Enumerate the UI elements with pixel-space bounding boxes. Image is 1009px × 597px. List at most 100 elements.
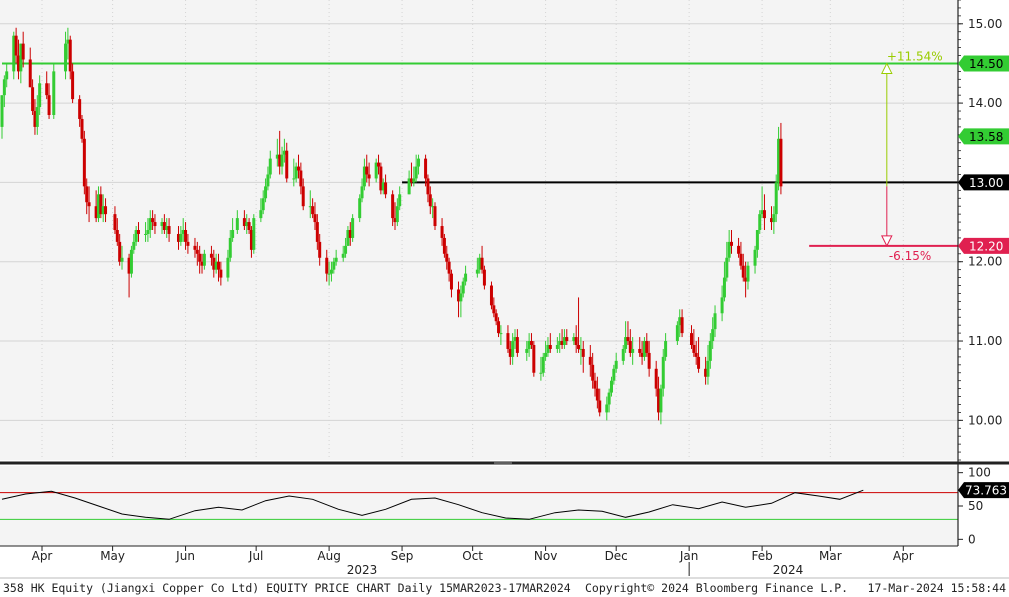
candle-body — [774, 182, 778, 215]
candle-body — [31, 87, 35, 112]
candle-body — [136, 230, 140, 234]
candle-body — [212, 257, 216, 270]
candle-body — [762, 210, 766, 219]
candle-body — [541, 356, 545, 373]
candle-body — [384, 182, 388, 195]
candle-body — [101, 206, 105, 215]
candle-body — [38, 83, 42, 108]
candle-body — [209, 253, 213, 258]
candle-body — [167, 226, 171, 234]
candle-body — [725, 257, 729, 278]
upside-percent-label: +11.54% — [887, 49, 943, 63]
candle-body — [704, 368, 708, 377]
candle-body — [431, 206, 435, 208]
candle-body — [148, 218, 152, 230]
candle-body — [722, 277, 726, 298]
candle-body — [417, 158, 421, 167]
candle-body — [440, 226, 444, 238]
candle-body — [626, 337, 630, 342]
candle-body — [332, 261, 336, 270]
candle-body — [595, 388, 599, 401]
candle-body — [259, 210, 263, 219]
candle-body — [412, 178, 416, 183]
candle-body — [231, 230, 235, 238]
candle-body — [515, 337, 519, 353]
candle-body — [153, 222, 157, 227]
price-y-tick-label: 10.00 — [968, 413, 1002, 427]
candle-body — [532, 345, 536, 373]
candle-body — [146, 230, 150, 234]
candle-body — [612, 368, 616, 381]
candle-body — [739, 253, 743, 266]
candle-body — [706, 360, 710, 377]
candle-body — [381, 182, 385, 191]
x-year-label: 2023 — [347, 563, 378, 577]
candle-body — [179, 233, 183, 242]
x-axis: Apr May Jun Jul Aug Sep Oct Nov Dec Jan Feb Mar Apr 2… — [0, 545, 958, 577]
rsi-line — [1, 489, 864, 520]
x-tick-label: May — [100, 549, 125, 563]
candle-body — [33, 111, 37, 127]
candle-body — [393, 218, 397, 223]
reference-lines — [2, 62, 958, 247]
candle-body — [407, 178, 411, 195]
candle-body — [760, 210, 764, 215]
candle-body — [647, 352, 651, 369]
x-year-label: 2024 — [773, 563, 804, 577]
candle-body — [127, 257, 131, 274]
candle-body — [214, 261, 218, 270]
price-tag-box — [958, 128, 1009, 145]
candle-body — [377, 162, 381, 167]
candle-body — [744, 277, 748, 282]
rsi-last-value-label: 73.763 — [965, 484, 1007, 498]
price-tag-label: 13.00 — [969, 176, 1003, 190]
candle-body — [711, 329, 715, 342]
candle-body — [374, 162, 378, 179]
candle-body — [264, 186, 268, 199]
candle-body — [268, 158, 272, 175]
candle-body — [628, 341, 632, 353]
candle-body — [245, 222, 249, 227]
candle-body — [755, 230, 759, 250]
candle-body — [96, 194, 100, 219]
downside-percent-label: -6.15% — [889, 249, 931, 263]
candle-body — [560, 341, 564, 345]
candle-body — [779, 138, 783, 187]
candle-body — [35, 107, 39, 127]
rsi-panel — [0, 489, 958, 520]
price-tag-box — [958, 237, 1009, 254]
candle-body — [118, 241, 122, 262]
candle-body — [181, 230, 185, 234]
candle-body — [482, 269, 486, 286]
price-tag-label: 13.58 — [969, 130, 1003, 144]
candle-body — [200, 261, 204, 266]
candle-body — [87, 202, 91, 207]
candle-body — [497, 321, 501, 334]
candle-body — [737, 245, 741, 254]
candle-body — [621, 348, 625, 361]
candle-body — [593, 380, 597, 389]
candle-body — [195, 249, 199, 254]
candle-body — [555, 345, 559, 349]
footer-copyright: Copyright© 2024 Bloomberg Finance L.P. — [585, 581, 848, 595]
candles — [0, 27, 783, 425]
candle-body — [379, 166, 383, 191]
x-tick-label: Apr — [32, 549, 53, 563]
candle-body — [689, 333, 693, 345]
candle-body — [299, 170, 303, 187]
x-tick-label: Aug — [317, 549, 340, 563]
candle-body — [334, 257, 338, 262]
x-tick-label: Jun — [175, 549, 195, 563]
candle-body — [659, 388, 663, 413]
candle-body — [713, 313, 717, 330]
candle-body — [47, 95, 51, 115]
candle-body — [362, 166, 366, 187]
candle-body — [21, 43, 25, 60]
candle-body — [591, 364, 595, 381]
candle-body — [216, 261, 220, 270]
candle-body — [120, 257, 124, 262]
candle-body — [624, 337, 628, 349]
candle-body — [16, 55, 20, 72]
price-tag-box — [958, 55, 1009, 72]
